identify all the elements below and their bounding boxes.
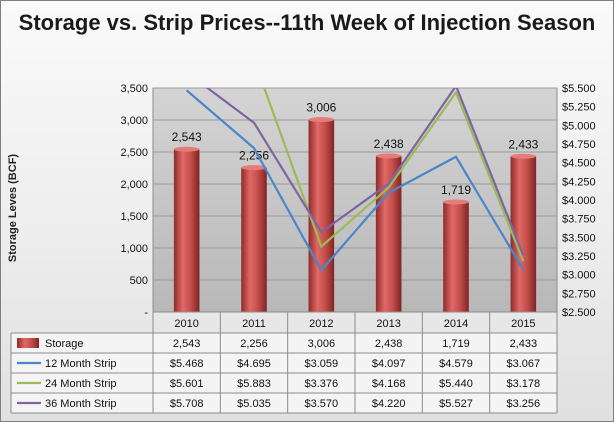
legend-entry: Storage bbox=[45, 338, 84, 350]
x-tick-label: 2011 bbox=[242, 318, 266, 330]
y-tick-label: 1,500 bbox=[120, 211, 148, 223]
x-tick-label: 2015 bbox=[511, 318, 535, 330]
legend-entry: 12 Month Strip bbox=[45, 358, 117, 370]
table-cell: $3.059 bbox=[305, 358, 339, 370]
x-tick-label: 2010 bbox=[174, 318, 198, 330]
bar-data-label: 2,256 bbox=[239, 149, 269, 163]
legend-entry: 36 Month Strip bbox=[45, 398, 117, 410]
bar-data-label: 2,433 bbox=[508, 137, 538, 151]
bar-top bbox=[375, 153, 402, 159]
x-tick-label: 2012 bbox=[309, 318, 333, 330]
line-24-month-strip bbox=[263, 88, 525, 262]
table-cell: $4.168 bbox=[372, 378, 406, 390]
bar-storage bbox=[443, 201, 469, 312]
y2-tick-label: $3.500 bbox=[562, 232, 596, 244]
table-cell: $3.570 bbox=[305, 398, 339, 410]
y2-tick-label: $4.000 bbox=[562, 195, 596, 207]
table-cell: $5.468 bbox=[170, 358, 204, 370]
table-cell: 2,543 bbox=[173, 338, 201, 350]
line-36-month-strip bbox=[205, 88, 525, 256]
table-cell: 2,438 bbox=[375, 338, 403, 350]
y-tick-label: 2,000 bbox=[120, 179, 148, 191]
table-cell: 1,719 bbox=[442, 338, 470, 350]
bar-storage bbox=[375, 155, 402, 312]
y2-tick-label: $2.750 bbox=[562, 288, 596, 300]
table-cell: $4.220 bbox=[372, 398, 406, 410]
table-cell: 2,433 bbox=[510, 338, 538, 350]
bar-storage bbox=[173, 149, 200, 312]
y2-tick-label: $4.500 bbox=[562, 158, 596, 170]
legend-entry: 24 Month Strip bbox=[45, 378, 117, 390]
bar-top bbox=[241, 165, 267, 171]
y2-tick-label: $2.500 bbox=[562, 307, 596, 319]
table-cell: $5.035 bbox=[237, 398, 271, 410]
bar-data-label: 3,006 bbox=[306, 101, 336, 115]
table-cell: 3,006 bbox=[308, 338, 336, 350]
y2-tick-label: $5.250 bbox=[562, 102, 596, 114]
table-cell: $3.067 bbox=[507, 358, 541, 370]
table-cell: $5.440 bbox=[439, 378, 473, 390]
y-tick-label: - bbox=[144, 307, 148, 319]
table-cell: $5.883 bbox=[237, 378, 271, 390]
bar-data-label: 1,719 bbox=[441, 183, 471, 197]
table-cell: $3.178 bbox=[507, 378, 541, 390]
table-cell: $3.376 bbox=[305, 378, 339, 390]
x-tick-label: 2014 bbox=[444, 318, 468, 330]
table-cell: $3.256 bbox=[507, 398, 541, 410]
table-cell: $5.708 bbox=[170, 398, 204, 410]
table-cell: 2,256 bbox=[240, 338, 268, 350]
bar-storage bbox=[308, 119, 335, 312]
y-tick-label: 500 bbox=[130, 275, 148, 287]
y2-tick-label: $5.500 bbox=[562, 83, 596, 95]
legend-key-storage bbox=[17, 338, 39, 348]
table-cell: $5.601 bbox=[170, 378, 204, 390]
y2-tick-label: $3.000 bbox=[562, 270, 596, 282]
y2-tick-label: $3.750 bbox=[562, 214, 596, 226]
line-series-group bbox=[185, 88, 525, 272]
bar-data-label: 2,543 bbox=[172, 130, 202, 144]
y2-tick-label: $4.750 bbox=[562, 139, 596, 151]
y2-tick-label: $5.000 bbox=[562, 120, 596, 132]
y2-tick-label: $4.250 bbox=[562, 176, 596, 188]
y-tick-label: 3,000 bbox=[120, 115, 148, 127]
y-tick-label: 2,500 bbox=[120, 147, 148, 159]
plot-area bbox=[152, 87, 558, 313]
y-tick-label: 1,000 bbox=[120, 243, 148, 255]
table-cell: $5.527 bbox=[439, 398, 473, 410]
table-cell: $4.695 bbox=[237, 358, 271, 370]
table-cell: $4.579 bbox=[439, 358, 473, 370]
table-cell: $4.097 bbox=[372, 358, 406, 370]
y-tick-label: 3,500 bbox=[120, 83, 148, 95]
x-tick-label: 2013 bbox=[376, 318, 400, 330]
bar-data-label: 2,438 bbox=[374, 137, 404, 151]
bar-top bbox=[308, 117, 335, 123]
bar-top bbox=[510, 153, 537, 159]
y2-tick-label: $3.250 bbox=[562, 251, 596, 263]
chart-title: Storage vs. Strip Prices--11th Week of I… bbox=[18, 10, 596, 35]
bar-top bbox=[173, 146, 200, 152]
line-12-month-strip bbox=[185, 89, 525, 272]
bar-storage bbox=[241, 167, 267, 312]
bar-top bbox=[443, 199, 469, 205]
